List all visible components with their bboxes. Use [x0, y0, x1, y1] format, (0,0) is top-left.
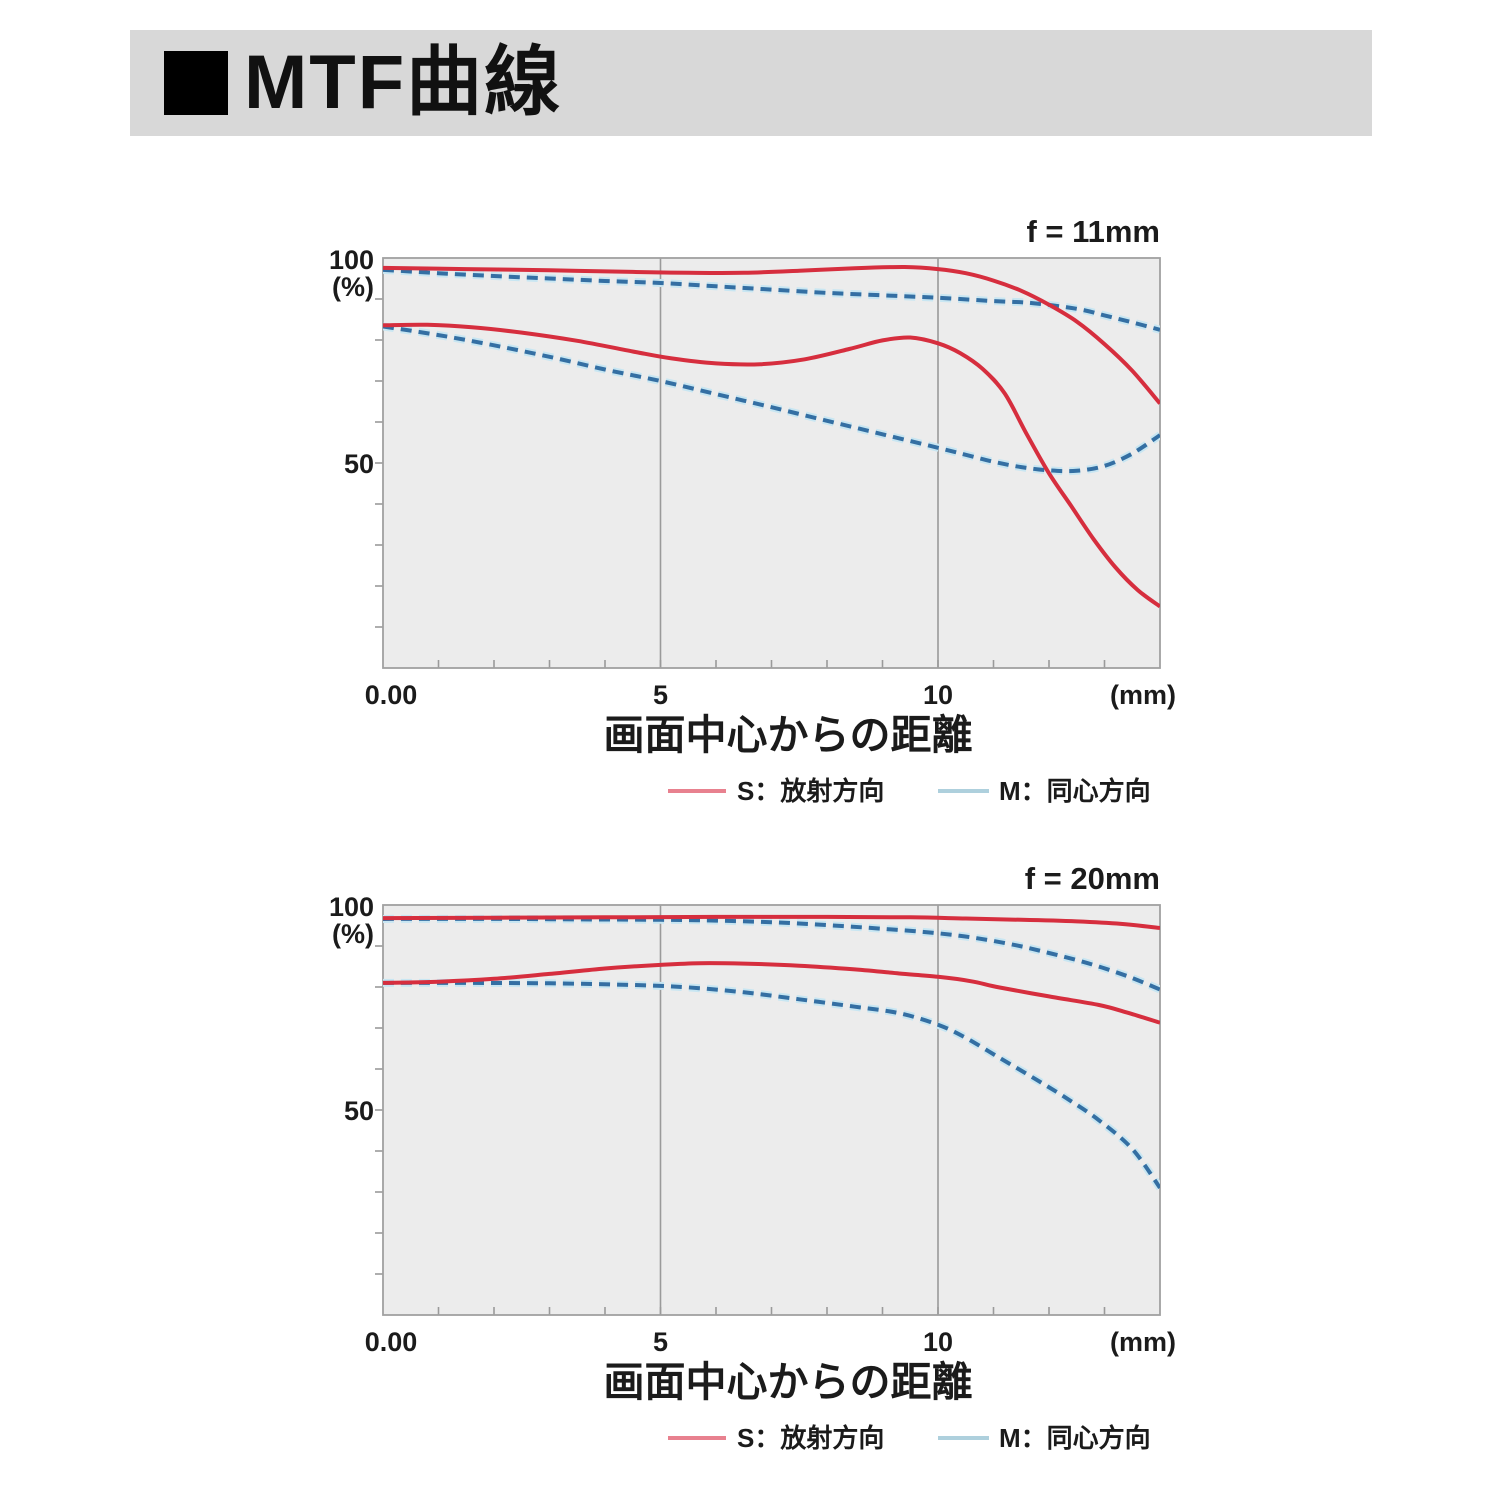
- x-unit-label: (mm): [1110, 680, 1176, 710]
- x-label-10: 10: [923, 680, 953, 710]
- x-label-0.00: 0.00: [365, 680, 418, 710]
- chart-1: 100(%) 50 0.00 5 10 (mm) f = 20mm 画面中心からの距離 S：放射…: [329, 861, 1176, 1453]
- series-S-lower: [383, 322, 1160, 609]
- series-S-upper: [383, 914, 1160, 930]
- y-label-percent: (%): [332, 272, 374, 302]
- legend-label-1: M：同心方向: [999, 776, 1151, 806]
- x-axis-title: 画面中心からの距離: [604, 712, 973, 758]
- chart-0: 100(%) 50 0.00 5 10 (mm) f = 11mm 画面中心からの距離 S：放射…: [329, 214, 1176, 806]
- plot-area: [383, 258, 1160, 668]
- plot-area: [383, 905, 1160, 1315]
- series-M-upper: [383, 916, 1160, 992]
- y-label-50: 50: [344, 1096, 374, 1126]
- x-label-0.00: 0.00: [365, 1327, 418, 1357]
- series-M-lower: [383, 980, 1160, 1190]
- chart-title: f = 20mm: [1025, 861, 1160, 896]
- legend-label-0: S：放射方向: [737, 776, 884, 806]
- plot-border: [382, 904, 1161, 1316]
- y-label-100: 100: [329, 245, 374, 275]
- x-axis-title: 画面中心からの距離: [604, 1359, 973, 1405]
- section-title: MTF曲線: [244, 40, 563, 125]
- legend-label-1: M：同心方向: [999, 1423, 1151, 1453]
- legend-label-0: S：放射方向: [737, 1423, 884, 1453]
- chart-title: f = 11mm: [1026, 214, 1160, 249]
- section-header-bar: MTF曲線: [130, 30, 1372, 136]
- black-square-icon: [164, 51, 228, 115]
- x-label-10: 10: [923, 1327, 953, 1357]
- x-label-5: 5: [653, 680, 668, 710]
- y-label-100: 100: [329, 892, 374, 922]
- series-M-lower: [383, 324, 1160, 474]
- x-label-5: 5: [653, 1327, 668, 1357]
- series-M-upper: [383, 267, 1160, 332]
- series-S-upper: [383, 264, 1160, 405]
- y-label-percent: (%): [332, 919, 374, 949]
- y-label-50: 50: [344, 449, 374, 479]
- x-unit-label: (mm): [1110, 1327, 1176, 1357]
- plot-border: [382, 257, 1161, 669]
- series-S-lower: [383, 961, 1160, 1025]
